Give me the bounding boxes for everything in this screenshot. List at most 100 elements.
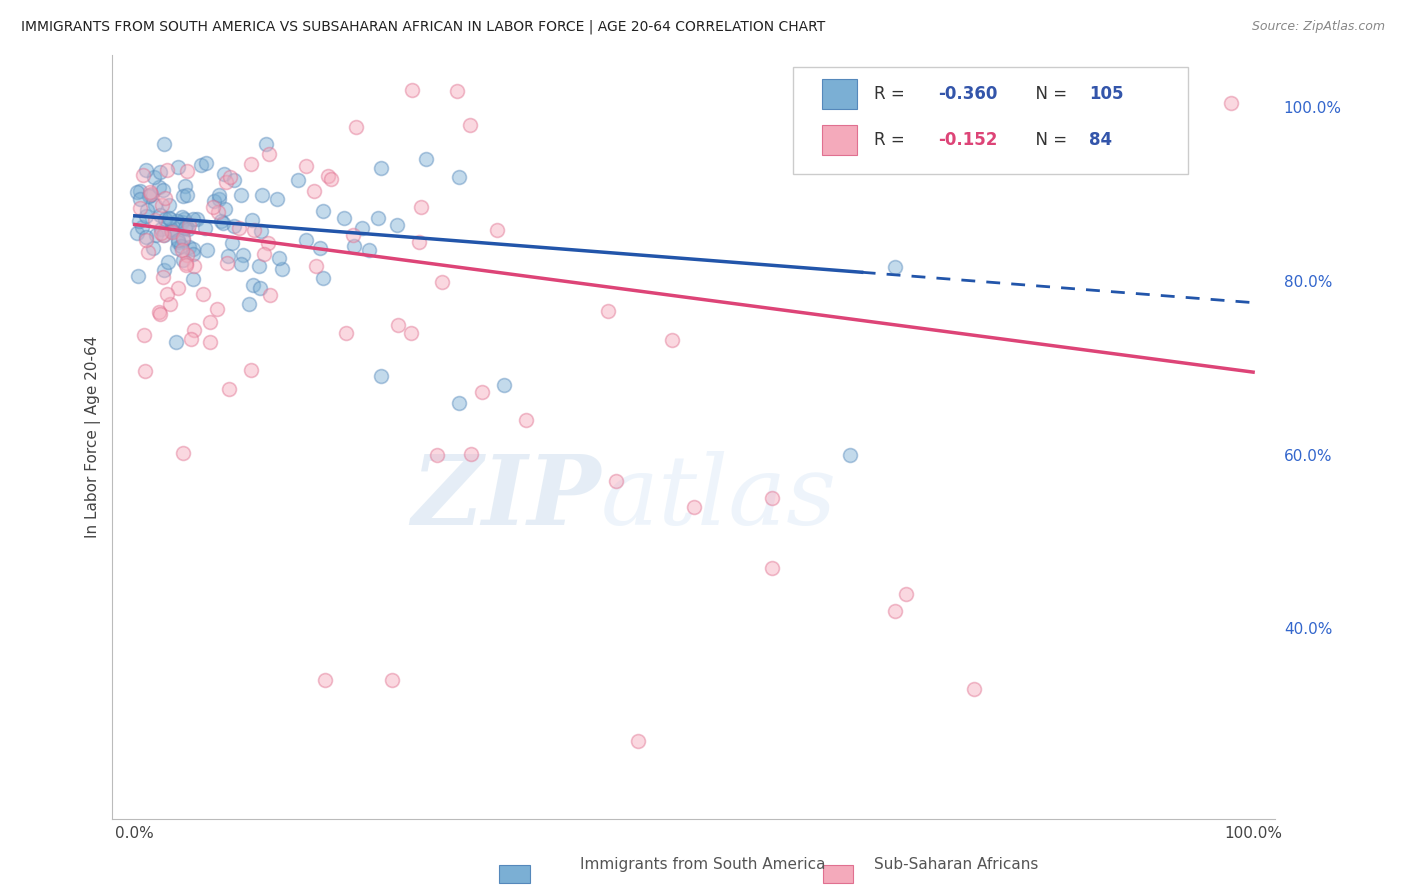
Point [166, 241, 188, 255]
Point [174, 219, 197, 234]
Point [460, 447, 482, 461]
Text: -0.360: -0.360 [938, 86, 997, 103]
Point [252, 188, 274, 202]
Point [174, 221, 197, 235]
Point [485, 222, 508, 236]
Point [222, 219, 245, 233]
Point [257, 235, 280, 250]
Point [305, 259, 328, 273]
Point [190, 158, 212, 172]
Point [176, 222, 198, 236]
Point [471, 385, 494, 400]
Text: R =: R = [875, 131, 910, 149]
Point [179, 219, 201, 233]
Point [254, 137, 277, 152]
Point [247, 259, 270, 273]
Text: 105: 105 [1090, 86, 1123, 103]
Point [238, 296, 260, 310]
Point [266, 192, 288, 206]
Text: Immigrants from South America: Immigrants from South America [581, 857, 825, 872]
Point [135, 163, 157, 178]
Point [311, 204, 333, 219]
Point [176, 248, 198, 262]
Point [195, 244, 218, 258]
Point [207, 192, 229, 206]
Point [221, 235, 243, 250]
Point [350, 220, 373, 235]
Point [761, 491, 783, 505]
Point [173, 212, 195, 227]
Point [135, 233, 157, 247]
Point [129, 184, 152, 198]
Point [166, 214, 188, 228]
Point [267, 251, 290, 265]
Y-axis label: In Labor Force | Age 20-64: In Labor Force | Age 20-64 [86, 336, 101, 539]
Point [217, 255, 239, 269]
Point [153, 263, 176, 277]
Point [181, 212, 204, 227]
Point [156, 163, 179, 178]
Point [209, 213, 232, 227]
Point [294, 233, 316, 247]
Point [152, 270, 174, 285]
Point [344, 120, 367, 134]
Point [152, 136, 174, 151]
Text: -0.152: -0.152 [938, 131, 997, 149]
Point [370, 369, 392, 384]
Point [287, 173, 309, 187]
Point [155, 211, 177, 226]
Point [884, 604, 907, 618]
Point [193, 287, 215, 301]
Point [136, 203, 159, 218]
Point [195, 156, 218, 170]
Point [198, 335, 221, 350]
Point [309, 241, 332, 255]
Point [1219, 95, 1241, 110]
Point [271, 261, 294, 276]
Point [162, 223, 184, 237]
Point [166, 334, 188, 349]
Point [142, 241, 165, 255]
Text: N =: N = [1025, 131, 1073, 149]
Point [157, 198, 180, 212]
Point [149, 208, 172, 222]
Point [166, 161, 188, 175]
Point [129, 202, 152, 216]
Point [186, 212, 208, 227]
Point [211, 216, 233, 230]
Point [243, 223, 266, 237]
Point [134, 364, 156, 378]
Point [240, 213, 263, 227]
Point [249, 281, 271, 295]
Point [160, 224, 183, 238]
Text: atlas: atlas [600, 451, 837, 545]
Point [149, 307, 172, 321]
Point [181, 246, 204, 260]
Point [172, 446, 194, 460]
Point [250, 224, 273, 238]
Point [302, 184, 325, 198]
Text: 84: 84 [1090, 131, 1112, 149]
Point [214, 202, 236, 217]
Text: IMMIGRANTS FROM SOUTH AMERICA VS SUBSAHARAN AFRICAN IN LABOR FORCE | AGE 20-64 C: IMMIGRANTS FROM SOUTH AMERICA VS SUBSAHA… [21, 20, 825, 34]
Point [141, 186, 163, 201]
Point [314, 673, 336, 688]
Point [138, 186, 160, 200]
Point [136, 245, 159, 260]
Point [143, 198, 166, 212]
Point [159, 297, 181, 311]
Point [125, 226, 148, 240]
FancyBboxPatch shape [823, 125, 856, 155]
Point [202, 194, 225, 209]
Point [449, 395, 471, 409]
Point [409, 200, 432, 214]
Point [172, 230, 194, 244]
Point [135, 209, 157, 223]
Point [218, 382, 240, 396]
Point [316, 169, 339, 183]
Point [627, 734, 650, 748]
Point [160, 225, 183, 239]
Text: Source: ZipAtlas.com: Source: ZipAtlas.com [1251, 20, 1385, 33]
Point [229, 257, 252, 271]
Point [683, 500, 706, 514]
